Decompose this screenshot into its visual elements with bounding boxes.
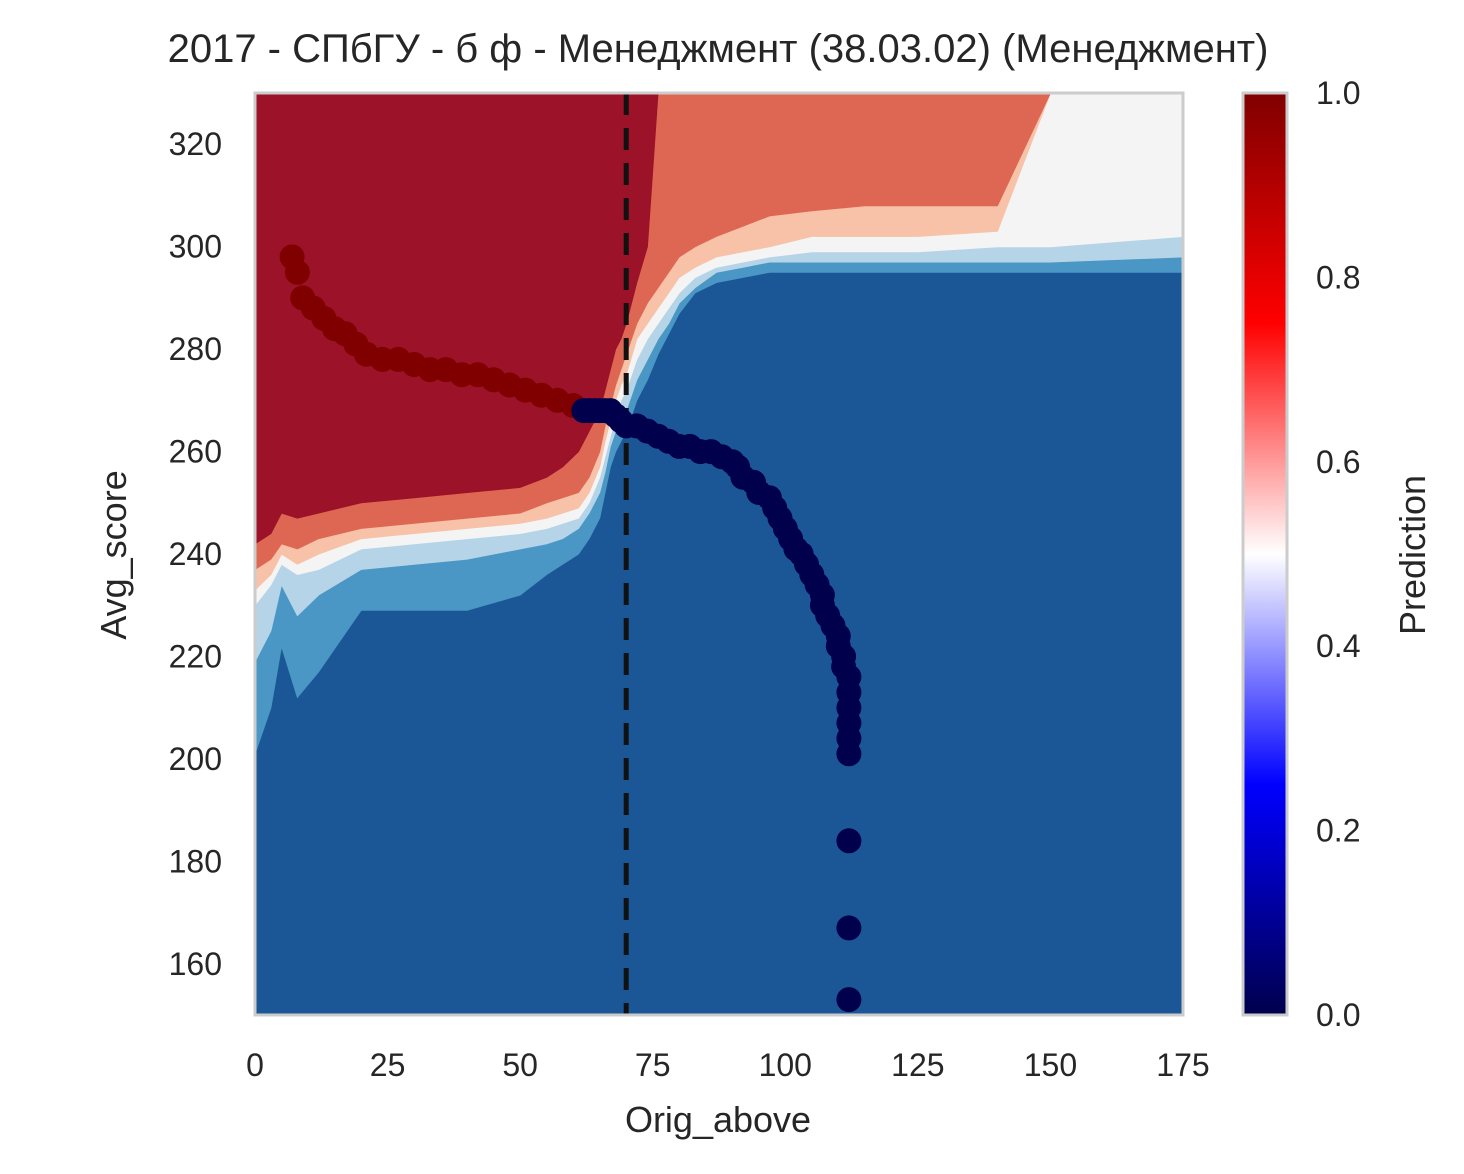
y-axis-label: Avg_score [93,470,134,639]
y-tick-label: 160 [169,946,222,982]
scatter-point [284,259,310,285]
y-tick-label: 220 [169,638,222,674]
scatter-point [836,915,862,941]
y-tick-label: 180 [169,843,222,879]
x-axis-label: Orig_above [625,1099,811,1140]
y-tick-label: 280 [169,331,222,367]
plot-area: 0 25 50 75 100 125 150 175 160 180 200 220 240 260 280… [169,91,1210,1083]
x-tick-label: 125 [891,1047,944,1083]
y-tick-label: 300 [169,229,222,265]
y-tick-label: 200 [169,741,222,777]
colorbar-bar [1241,91,1289,1017]
colorbar-tick-label: 0.0 [1316,997,1360,1033]
colorbar-tick-label: 0.4 [1316,628,1360,664]
scatter-point [836,828,862,854]
x-tick-label: 150 [1024,1047,1077,1083]
x-tick-label: 50 [502,1047,538,1083]
x-tick-label: 25 [370,1047,406,1083]
scatter-point [836,987,862,1013]
x-tick-label: 0 [246,1047,264,1083]
colorbar-tick-label: 1.0 [1316,75,1360,111]
colorbar: 0.0 0.2 0.4 0.6 0.8 1.0 [1241,75,1360,1033]
y-tick-label: 240 [169,536,222,572]
plot-frame [253,91,1185,1017]
y-tick-label: 320 [169,126,222,162]
colorbar-tick-label: 0.2 [1316,813,1360,849]
colorbar-tick-label: 0.8 [1316,259,1360,295]
x-tick-label: 75 [635,1047,671,1083]
x-tick-label: 175 [1156,1047,1209,1083]
colorbar-tick-label: 0.6 [1316,444,1360,480]
scatter-point [836,741,862,767]
chart-title: 2017 - СПбГУ - б ф - Менеджмент (38.03.0… [168,27,1269,71]
x-tick-label: 100 [759,1047,812,1083]
y-tick-label: 260 [169,434,222,470]
colorbar-label: Prediction [1392,475,1433,635]
